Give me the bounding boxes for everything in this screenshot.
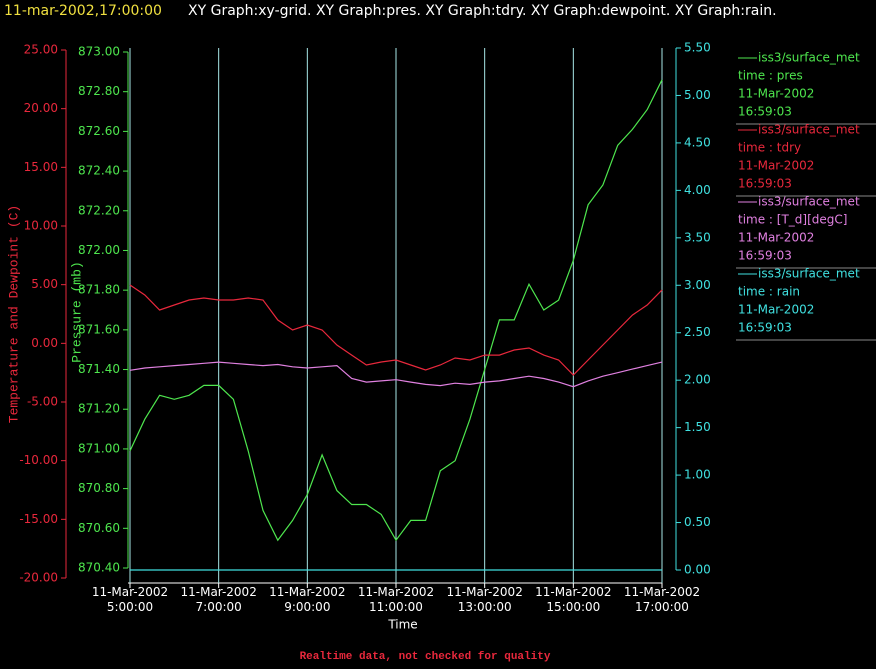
x-tick-label-line: 11-Mar-2002 xyxy=(180,585,256,599)
x-tick-label: 11-Mar-2002 15:00:00 xyxy=(535,585,611,614)
y2-axis-label: Pressure (mb) xyxy=(69,261,84,362)
x-tick-label-line: 9:00:00 xyxy=(284,600,330,614)
y-axis-label: Temperature and Dewpoint (C) xyxy=(6,205,21,423)
x-tick-label: 11-Mar-2002 9:00:00 xyxy=(269,585,345,614)
y2-tick-label: 873.00 xyxy=(78,45,120,59)
y2-tick-label: 871.40 xyxy=(78,362,120,376)
series-line xyxy=(129,361,663,388)
x-tick-label: 11-Mar-2002 5:00:00 xyxy=(92,585,168,614)
y2-tick-label: 871.60 xyxy=(78,322,120,336)
legend-detail: time : rain xyxy=(738,285,800,299)
y-tick-label: 20.00 xyxy=(24,101,58,115)
y3-tick-label: 5.50 xyxy=(684,41,711,55)
x-tick-label-line: 11-Mar-2002 xyxy=(92,585,168,599)
x-tick-label-line: 11-Mar-2002 xyxy=(358,585,434,599)
legend-detail: 16:59:03 xyxy=(738,105,792,119)
x-tick-label-line: 11-Mar-2002 xyxy=(446,585,522,599)
x-tick-label-line: 17:00:00 xyxy=(635,600,689,614)
header-timestamp: 11-mar-2002,17:00:00 xyxy=(4,3,162,19)
x-tick-label-line: 11-Mar-2002 xyxy=(269,585,345,599)
footer-note: Realtime data, not checked for quality xyxy=(300,651,551,663)
legend-detail: time : tdry xyxy=(738,141,801,155)
y2-tick-label: 870.40 xyxy=(78,561,120,575)
x-tick-label-line: 13:00:00 xyxy=(458,600,512,614)
x-tick-label: 11-Mar-2002 11:00:00 xyxy=(358,585,434,614)
y-tick-label: 0.00 xyxy=(31,336,58,350)
y2-tick-label: 872.80 xyxy=(78,84,120,98)
x-tick-label: 11-Mar-2002 7:00:00 xyxy=(180,585,256,614)
y-tick-label: 15.00 xyxy=(24,160,58,174)
y-tick-label: -15.00 xyxy=(19,512,58,526)
y-tick-label: 10.00 xyxy=(24,219,58,233)
y3-tick-label: 3.00 xyxy=(684,278,711,292)
legend-detail: 11-Mar-2002 xyxy=(738,159,814,173)
x-tick-label: 11-Mar-2002 17:00:00 xyxy=(624,585,700,614)
y3-tick-label: 5.00 xyxy=(684,88,711,102)
y3-tick-label: 3.50 xyxy=(684,230,711,244)
y2-tick-label: 871.80 xyxy=(78,283,120,297)
y2-tick-label: 871.00 xyxy=(78,441,120,455)
legend-detail: 16:59:03 xyxy=(738,321,792,335)
y3-tick-label: 0.00 xyxy=(684,563,711,577)
y3-tick-label: 2.50 xyxy=(684,325,711,339)
x-axis-label: Time xyxy=(387,618,417,632)
y-tick-label: -5.00 xyxy=(27,395,58,409)
y-tick-label: -20.00 xyxy=(19,571,58,585)
series-line xyxy=(129,79,663,542)
y2-tick-label: 870.80 xyxy=(78,481,120,495)
y2-tick-label: 870.60 xyxy=(78,521,120,535)
y3-tick-label: 1.50 xyxy=(684,420,711,434)
x-tick-label-line: 7:00:00 xyxy=(196,600,242,614)
x-tick-label: 11-Mar-2002 13:00:00 xyxy=(446,585,522,614)
y2-tick-label: 872.20 xyxy=(78,203,120,217)
legend-name: iss3/surface_met xyxy=(758,51,860,65)
header-title: XY Graph:xy-grid. XY Graph:pres. XY Grap… xyxy=(188,3,777,19)
y3-tick-label: 1.00 xyxy=(684,468,711,482)
y-tick-label: -10.00 xyxy=(19,453,58,467)
x-tick-label-line: 15:00:00 xyxy=(546,600,600,614)
y3-tick-label: 0.50 xyxy=(684,515,711,529)
x-tick-label-line: 11:00:00 xyxy=(369,600,423,614)
legend-detail: time : pres xyxy=(738,69,803,83)
x-tick-label-line: 11-Mar-2002 xyxy=(535,585,611,599)
legend-detail: 16:59:03 xyxy=(738,249,792,263)
y2-tick-label: 871.20 xyxy=(78,402,120,416)
legend-detail: time : [T_d][degC] xyxy=(738,213,847,227)
legend-name: iss3/surface_met xyxy=(758,195,860,209)
y2-tick-label: 872.00 xyxy=(78,243,120,257)
y3-tick-label: 2.00 xyxy=(684,373,711,387)
legend-detail: 11-Mar-2002 xyxy=(738,303,814,317)
x-tick-label-line: 11-Mar-2002 xyxy=(624,585,700,599)
legend-detail: 11-Mar-2002 xyxy=(738,231,814,245)
y2-tick-label: 872.40 xyxy=(78,164,120,178)
legend-name: iss3/surface_met xyxy=(758,123,860,137)
y-tick-label: 5.00 xyxy=(31,277,58,291)
y3-tick-label: 4.00 xyxy=(684,183,711,197)
legend-name: iss3/surface_met xyxy=(758,267,860,281)
y-tick-label: 25.00 xyxy=(24,43,58,57)
y2-tick-label: 872.60 xyxy=(78,124,120,138)
y3-tick-label: 4.50 xyxy=(684,135,711,149)
legend-detail: 11-Mar-2002 xyxy=(738,87,814,101)
legend-detail: 16:59:03 xyxy=(738,177,792,191)
series-line xyxy=(129,284,663,376)
x-tick-label-line: 5:00:00 xyxy=(107,600,153,614)
